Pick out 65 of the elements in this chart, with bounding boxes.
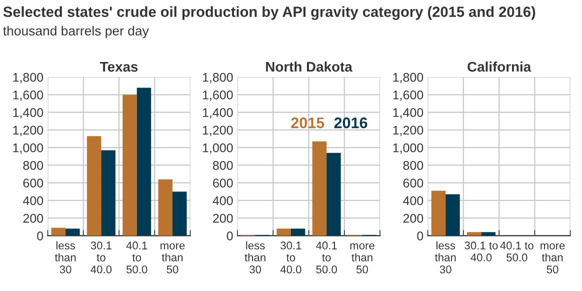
y-tick-label: 200 bbox=[403, 214, 424, 223]
y-tick-label: 800 bbox=[403, 161, 424, 170]
y-tick-label: 1,200 bbox=[13, 126, 44, 136]
y-tick-label: 600 bbox=[23, 178, 44, 188]
x-tick-label: more than 50 bbox=[350, 243, 374, 274]
y-tick-label: 0 bbox=[226, 232, 233, 240]
y-tick-label: 1,800 bbox=[202, 72, 233, 84]
x-tick-label: less than 30 bbox=[244, 241, 266, 274]
x-tick-label: 40.1 to 50.0 bbox=[500, 242, 534, 262]
text: Selected states' crude oil production by API gravity category (2015 and 2016) bbox=[3, 6, 536, 20]
bar bbox=[481, 232, 496, 236]
x-tick-label: 40.1 to 50.0 bbox=[316, 242, 337, 274]
series-label: 2015 bbox=[291, 117, 324, 128]
y-tick-label: 1,800 bbox=[13, 72, 44, 84]
bar bbox=[466, 232, 482, 236]
y-tick-label: 1,800 bbox=[393, 72, 424, 84]
x-tick-label: 30.1 to 40.0 bbox=[464, 242, 498, 262]
bar bbox=[66, 228, 80, 236]
x-tick-label: more than 50 bbox=[160, 243, 185, 274]
y-tick-label: 600 bbox=[403, 178, 424, 188]
y-tick-label: 1,000 bbox=[202, 143, 233, 154]
y-tick-label: 400 bbox=[212, 196, 233, 206]
y-tick-label: 1,400 bbox=[393, 108, 424, 118]
x-tick-label: 40.1 to 50.0 bbox=[126, 242, 148, 274]
y-tick-label: 200 bbox=[213, 214, 233, 223]
y-tick-label: 1,600 bbox=[13, 90, 44, 101]
y-tick-label: 600 bbox=[213, 178, 233, 188]
bar bbox=[312, 141, 327, 236]
y-tick-label: 1,600 bbox=[393, 90, 424, 101]
bar bbox=[276, 228, 291, 236]
y-tick-label: 200 bbox=[23, 214, 44, 223]
bar bbox=[101, 150, 116, 236]
x-tick-label: more than 50 bbox=[540, 243, 565, 274]
y-tick-label: 1,400 bbox=[13, 108, 44, 118]
chart-title: Texas bbox=[100, 62, 138, 72]
y-tick-label: 1,000 bbox=[13, 143, 44, 154]
bar bbox=[86, 136, 102, 236]
y-tick-label: 1,400 bbox=[202, 108, 233, 118]
bar bbox=[122, 94, 137, 236]
y-tick-label: 400 bbox=[22, 196, 44, 206]
bar bbox=[446, 194, 460, 236]
x-tick-label: 30.1 to 40.0 bbox=[90, 242, 112, 274]
y-tick-label: 0 bbox=[37, 232, 44, 240]
bar bbox=[158, 179, 172, 236]
series-label: 2016 bbox=[334, 117, 368, 128]
y-tick-label: 1,600 bbox=[202, 90, 233, 101]
bar bbox=[431, 190, 446, 236]
y-tick-label: 400 bbox=[403, 196, 424, 206]
bar bbox=[326, 152, 341, 236]
bar bbox=[172, 192, 187, 236]
y-tick-label: 1,200 bbox=[393, 126, 424, 136]
bar bbox=[51, 228, 66, 236]
x-tick-label: less than 30 bbox=[54, 241, 76, 274]
x-tick-label: less than 30 bbox=[434, 241, 456, 274]
chart-title: California bbox=[468, 61, 532, 72]
y-tick-label: 800 bbox=[212, 161, 233, 170]
y-tick-label: 1,000 bbox=[393, 143, 424, 154]
y-tick-label: 1,200 bbox=[202, 126, 233, 136]
y-axis-title: thousand barrels per day bbox=[3, 26, 149, 38]
bar bbox=[290, 228, 306, 236]
chart-title: North Dakota bbox=[266, 61, 352, 72]
y-tick-label: 0 bbox=[417, 232, 424, 240]
y-tick-label: 800 bbox=[23, 161, 44, 170]
bar bbox=[136, 88, 152, 236]
x-tick-label: 30.1 to 40.0 bbox=[280, 242, 302, 274]
